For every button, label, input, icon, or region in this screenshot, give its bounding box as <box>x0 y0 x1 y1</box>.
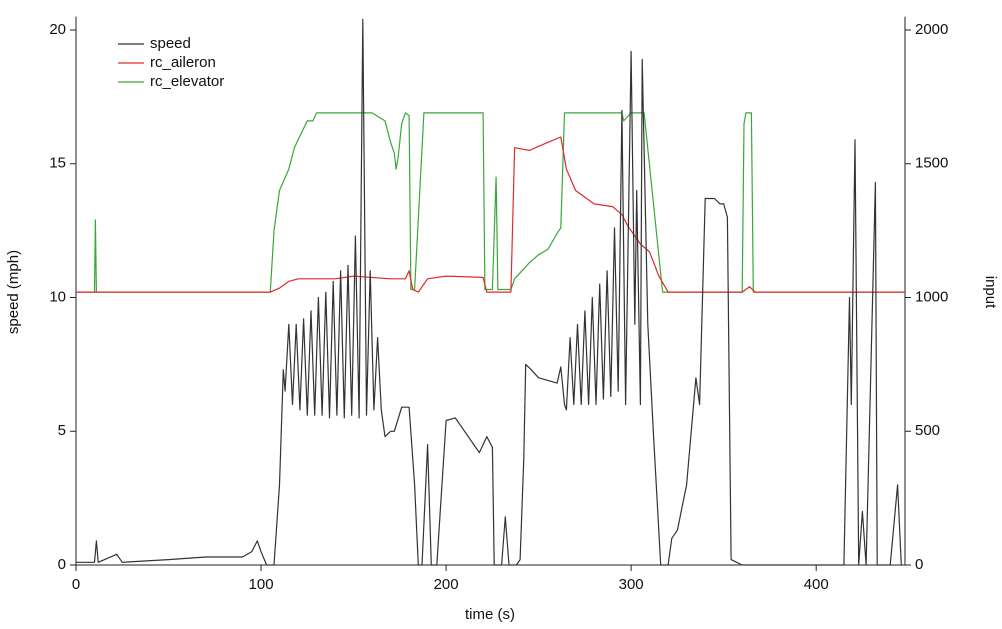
series-line <box>76 18 902 566</box>
x-tick-label: 300 <box>619 576 644 593</box>
y2-tick-label: 2000 <box>915 21 948 38</box>
y-tick-label: 5 <box>58 422 66 439</box>
y2-axis-label: input <box>982 276 999 309</box>
series-line <box>76 136 905 293</box>
y2-tick-label: 500 <box>915 422 940 439</box>
y-tick-label: 20 <box>49 21 66 38</box>
series-line <box>76 112 905 293</box>
x-tick-label: 200 <box>434 576 459 593</box>
x-tick-label: 400 <box>804 576 829 593</box>
y-tick-label: 10 <box>49 288 66 305</box>
y2-tick-label: 0 <box>915 556 923 573</box>
x-tick-label: 100 <box>249 576 274 593</box>
legend-label: rc_aileron <box>150 54 216 71</box>
legend-label: rc_elevator <box>150 73 224 90</box>
x-tick-label: 0 <box>72 576 80 593</box>
y2-tick-label: 1500 <box>915 155 948 172</box>
y-tick-label: 0 <box>58 556 66 573</box>
y-tick-label: 15 <box>49 155 66 172</box>
x-axis-label: time (s) <box>465 606 515 623</box>
y2-tick-label: 1000 <box>915 288 948 305</box>
legend-label: speed <box>150 35 191 52</box>
y-axis-label: speed (mph) <box>5 250 22 334</box>
